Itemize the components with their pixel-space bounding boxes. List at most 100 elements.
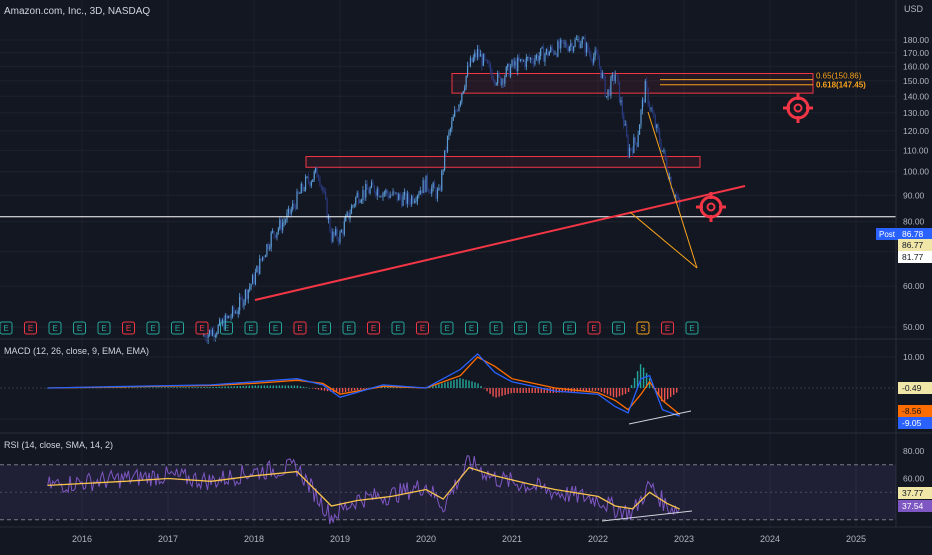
event-marker[interactable]: E — [342, 321, 356, 335]
event-marker-letter: E — [567, 324, 572, 333]
candle-body — [521, 58, 523, 62]
candle-body — [337, 238, 340, 243]
candle-body — [563, 40, 565, 44]
macd-value-label: -0.49 — [902, 383, 922, 393]
event-marker[interactable]: E — [195, 321, 209, 335]
candle-body — [263, 256, 265, 258]
macd-histogram-bar — [435, 385, 437, 388]
event-marker[interactable]: E — [440, 321, 454, 335]
macd-histogram-bar — [161, 387, 163, 388]
wedge-lower-line[interactable] — [629, 211, 698, 269]
event-marker[interactable]: E — [244, 321, 258, 335]
event-marker[interactable]: E — [48, 321, 62, 335]
rsi-title[interactable]: RSI (14, close, SMA, 14, 2) — [4, 440, 113, 450]
candle-body — [411, 195, 413, 205]
event-marker[interactable]: E — [220, 321, 233, 335]
event-marker[interactable]: E — [367, 321, 380, 335]
event-marker[interactable]: E — [489, 321, 503, 335]
macd-histogram-bar — [660, 388, 663, 402]
event-marker-letter: E — [297, 324, 302, 333]
candle-body — [293, 203, 295, 206]
price-axis-label: 86.77 — [902, 240, 924, 250]
macd-divergence-line[interactable] — [628, 410, 692, 425]
candle-body — [636, 142, 638, 147]
macd-histogram-bar — [275, 385, 278, 388]
event-marker[interactable]: E — [318, 321, 331, 335]
candle-body — [573, 46, 575, 51]
rsi-ma-line[interactable] — [47, 466, 680, 510]
event-marker[interactable]: E — [416, 321, 429, 335]
macd-title[interactable]: MACD (12, 26, close, 9, EMA, EMA) — [4, 346, 149, 356]
macd-histogram-bar — [95, 387, 97, 389]
candle-body — [584, 38, 586, 53]
candle-body — [558, 41, 560, 49]
event-marker[interactable]: E — [171, 321, 184, 335]
event-marker-box — [489, 321, 503, 335]
event-marker[interactable]: E — [122, 321, 135, 335]
event-marker[interactable]: E — [514, 321, 527, 335]
event-marker[interactable]: E — [563, 321, 576, 335]
macd-pane[interactable] — [0, 352, 896, 425]
rsi-line[interactable] — [47, 454, 680, 525]
candle-body — [369, 187, 371, 194]
event-marker[interactable]: E — [685, 321, 699, 335]
event-marker[interactable]: E — [661, 321, 674, 335]
candle-body — [651, 108, 654, 114]
macd-signal-line[interactable] — [47, 356, 681, 416]
macd-histogram-bar — [561, 388, 564, 393]
candle-body — [356, 192, 358, 198]
macd-histogram-bar — [230, 386, 232, 388]
target-icon-lower[interactable] — [696, 192, 726, 222]
event-marker[interactable]: E — [24, 321, 37, 335]
candle-body — [306, 176, 308, 178]
event-marker[interactable]: E — [391, 321, 405, 335]
event-marker[interactable]: E — [146, 321, 160, 335]
symbol-title[interactable]: Amazon.com, Inc., 3D, NASDAQ — [4, 6, 150, 17]
event-marker[interactable]: E — [465, 321, 478, 335]
candle-body — [380, 196, 383, 198]
candle-body — [670, 177, 672, 190]
trendline-support[interactable] — [254, 185, 746, 301]
rsi-pane[interactable] — [0, 454, 896, 525]
candle-body — [630, 147, 632, 150]
time-tick-label: 2023 — [674, 534, 694, 544]
event-marker[interactable]: E — [269, 321, 282, 335]
event-marker[interactable]: E — [538, 321, 552, 335]
event-marker[interactable]: E — [587, 321, 601, 335]
event-marker[interactable]: E — [73, 321, 86, 335]
event-marker[interactable]: E — [0, 321, 13, 335]
candle-body — [578, 39, 580, 49]
candle-body — [540, 48, 542, 57]
candle-body — [497, 72, 499, 84]
target-icon-upper[interactable] — [783, 93, 813, 123]
rsi-divergence-line[interactable] — [601, 510, 693, 522]
candle-body — [213, 329, 215, 338]
event-marker[interactable]: E — [97, 321, 111, 335]
candle-body — [446, 136, 449, 152]
event-marker[interactable]: E — [293, 321, 307, 335]
time-tick-label: 2021 — [502, 534, 522, 544]
candle-body — [319, 177, 321, 186]
candle-body — [525, 57, 527, 67]
event-marker[interactable]: S — [636, 321, 650, 335]
candle-body — [494, 80, 496, 84]
macd-line[interactable] — [47, 352, 680, 417]
candle-body — [535, 54, 537, 59]
candle-body — [243, 300, 245, 307]
event-marker-box — [685, 321, 699, 335]
macd-value-box — [898, 417, 932, 429]
macd-histogram-bar — [432, 386, 434, 388]
candle-body — [554, 53, 556, 55]
wedge-upper-line[interactable] — [647, 111, 698, 269]
candle-body — [514, 61, 516, 66]
event-marker-box — [465, 321, 478, 335]
candle-body — [340, 230, 343, 233]
event-marker-letter: S — [640, 324, 645, 333]
event-marker[interactable]: E — [612, 321, 625, 335]
price-pane[interactable]: 0.65(150.86)0.618(147.45) E E E E E E E E E E E E E E… — [0, 34, 896, 345]
candle-body — [583, 38, 585, 40]
candle-body — [372, 182, 374, 186]
price-tick-label: 130.00 — [903, 108, 929, 118]
